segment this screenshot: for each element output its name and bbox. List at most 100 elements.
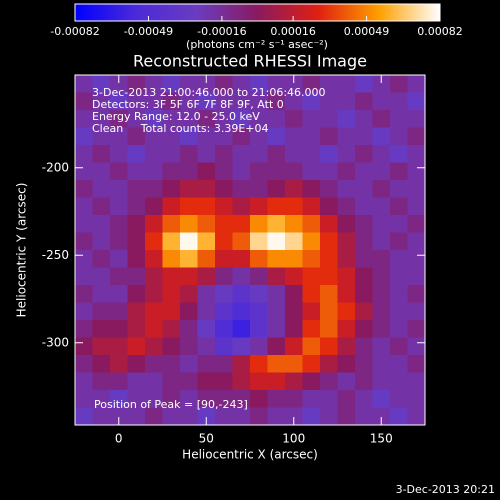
heatmap-cell [267, 145, 286, 163]
heatmap-cell [320, 197, 338, 216]
heatmap-cell [372, 285, 391, 303]
heatmap-cell [320, 355, 338, 373]
heatmap-cell [162, 232, 181, 251]
heatmap-cell [197, 285, 216, 303]
heatmap-cell [215, 267, 233, 286]
heatmap-cell [162, 285, 181, 303]
heatmap-cell [250, 127, 268, 146]
heatmap-cell [127, 162, 146, 181]
heatmap-cell [407, 390, 426, 408]
heatmap-cell [337, 215, 356, 233]
heatmap-cell [232, 302, 251, 321]
heatmap-cell [372, 92, 391, 111]
heatmap-cell [232, 337, 251, 356]
heatmap-cell [162, 145, 181, 163]
heatmap-cell [355, 372, 373, 391]
heatmap-cell [250, 232, 268, 251]
heatmap-cell [145, 337, 163, 356]
heatmap-cell [355, 215, 373, 233]
heatmap-cell [302, 285, 321, 303]
heatmap-cell [407, 320, 426, 338]
heatmap-cell [197, 407, 216, 426]
heatmap-cell [92, 302, 111, 321]
heatmap-cell [320, 215, 338, 233]
heatmap-cell [197, 162, 216, 181]
heatmap-cell [390, 215, 408, 233]
heatmap-cell [302, 267, 321, 286]
heatmap-cell [75, 390, 93, 408]
heatmap-cell [390, 197, 408, 216]
heatmap-cell [355, 180, 373, 198]
heatmap-cell [320, 180, 338, 198]
heatmap-cell [232, 75, 251, 93]
heatmap-cell [127, 337, 146, 356]
heatmap-cell [162, 215, 181, 233]
heatmap-cell [337, 302, 356, 321]
heatmap-cell [127, 407, 146, 426]
heatmap-cell [145, 355, 163, 373]
heatmap-cell [355, 267, 373, 286]
heatmap-cell [75, 232, 93, 251]
heatmap-cell [337, 337, 356, 356]
heatmap-cell [215, 355, 233, 373]
y-tick-label: -250 [42, 248, 69, 262]
annotation: Energy Range: 12.0 - 25.0 keV [92, 110, 260, 123]
heatmap-cell [250, 180, 268, 198]
heatmap-cell [110, 110, 128, 128]
heatmap-cell [390, 390, 408, 408]
heatmap-cell [215, 302, 233, 321]
heatmap-cell [320, 390, 338, 408]
heatmap-cell [110, 407, 128, 426]
heatmap-cell [302, 127, 321, 146]
colorbar-tick-label: -0.00016 [197, 25, 246, 38]
heatmap-cell [372, 320, 391, 338]
heatmap-cell [302, 75, 321, 93]
heatmap-cell [267, 162, 286, 181]
heatmap-cell [110, 145, 128, 163]
heatmap-cell [390, 372, 408, 391]
heatmap-cell [407, 337, 426, 356]
heatmap-cell [250, 92, 268, 111]
heatmap-cell [75, 372, 93, 391]
heatmap-cell [180, 250, 198, 268]
heatmap-cell [145, 92, 163, 111]
heatmap-cell [390, 407, 408, 426]
heatmap-cell [320, 162, 338, 181]
heatmap-cell [110, 92, 128, 111]
heatmap-cell [390, 337, 408, 356]
heatmap-cell [232, 92, 251, 111]
heatmap-cell [232, 250, 251, 268]
heatmap-cell [127, 145, 146, 163]
heatmap-cell [337, 250, 356, 268]
heatmap-cell [337, 232, 356, 251]
heatmap-cell [285, 285, 303, 303]
heatmap-cell [337, 355, 356, 373]
heatmap-cell [215, 162, 233, 181]
heatmap-cell [285, 355, 303, 373]
heatmap-cell [355, 337, 373, 356]
heatmap-cell [215, 197, 233, 216]
heatmap-cell [127, 127, 146, 146]
heatmap-cell [92, 337, 111, 356]
heatmap-cell [355, 75, 373, 93]
heatmap-cell [127, 250, 146, 268]
heatmap-cell [337, 267, 356, 286]
heatmap-cell [92, 127, 111, 146]
heatmap-cell [302, 390, 321, 408]
heatmap-cell [285, 390, 303, 408]
heatmap-cell [267, 92, 286, 111]
y-axis-label: Heliocentric Y (arcsec) [15, 183, 29, 318]
heatmap-cell [285, 92, 303, 111]
heatmap-cell [355, 390, 373, 408]
heatmap-cell [215, 250, 233, 268]
heatmap-cell [92, 285, 111, 303]
heatmap-cell [127, 320, 146, 338]
heatmap-cell [267, 180, 286, 198]
heatmap-cell [232, 390, 251, 408]
heatmap-cell [285, 250, 303, 268]
heatmap-cell [215, 337, 233, 356]
heatmap-cell [285, 127, 303, 146]
heatmap-cell [215, 372, 233, 391]
heatmap-cell [320, 110, 338, 128]
heatmap-cell [285, 232, 303, 251]
